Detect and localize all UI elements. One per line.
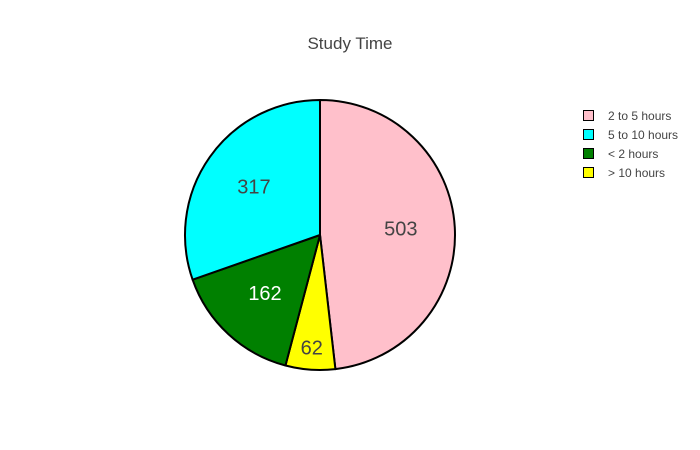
chart-title: Study Time: [307, 34, 393, 53]
legend-item[interactable]: 5 to 10 hours: [582, 125, 678, 144]
legend: 2 to 5 hours 5 to 10 hours < 2 hours > 10 h…: [582, 106, 678, 182]
legend-swatch: [583, 110, 594, 121]
pie-slice[interactable]: [319, 99, 456, 371]
legend-swatch: [583, 167, 594, 178]
legend-label: 5 to 10 hours: [608, 127, 679, 142]
legend-label: 2 to 5 hours: [608, 108, 672, 123]
slice-value-label: 162: [248, 283, 281, 305]
pie-slice[interactable]: [191, 234, 321, 367]
legend-label: > 10 hours: [608, 165, 666, 180]
legend-item[interactable]: < 2 hours: [582, 144, 678, 163]
legend-item[interactable]: > 10 hours: [582, 163, 678, 182]
slice-value-label: 317: [237, 176, 270, 198]
pie-slice[interactable]: [184, 99, 321, 281]
legend-swatch: [583, 148, 594, 159]
legend-label: < 2 hours: [608, 146, 659, 161]
slice-value-label: 503: [384, 219, 417, 241]
legend-item[interactable]: 2 to 5 hours: [582, 106, 678, 125]
slice-value-label: 62: [301, 338, 323, 360]
legend-swatch: [583, 129, 594, 140]
